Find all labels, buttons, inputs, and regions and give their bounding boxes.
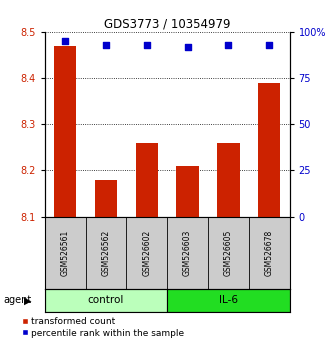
- Text: GSM526603: GSM526603: [183, 230, 192, 276]
- Point: [63, 38, 68, 44]
- Legend: transformed count, percentile rank within the sample: transformed count, percentile rank withi…: [21, 316, 185, 338]
- Point: [103, 42, 109, 48]
- Text: GSM526562: GSM526562: [101, 230, 111, 276]
- Text: agent: agent: [3, 295, 31, 306]
- Point: [266, 42, 272, 48]
- Bar: [135, 143, 158, 217]
- Bar: [258, 83, 280, 217]
- Text: GSM526561: GSM526561: [61, 230, 70, 276]
- Bar: [95, 180, 117, 217]
- Title: GDS3773 / 10354979: GDS3773 / 10354979: [104, 18, 230, 31]
- Text: control: control: [88, 295, 124, 306]
- Text: IL-6: IL-6: [219, 295, 238, 306]
- Bar: [54, 46, 76, 217]
- Point: [185, 44, 190, 50]
- Bar: [167, 289, 290, 312]
- Point: [144, 42, 149, 48]
- Bar: [217, 143, 240, 217]
- Text: GSM526678: GSM526678: [265, 230, 274, 276]
- Bar: [45, 289, 167, 312]
- Point: [226, 42, 231, 48]
- Text: ▶: ▶: [24, 295, 31, 306]
- Bar: [176, 166, 199, 217]
- Text: GSM526602: GSM526602: [142, 230, 151, 276]
- Text: GSM526605: GSM526605: [224, 230, 233, 276]
